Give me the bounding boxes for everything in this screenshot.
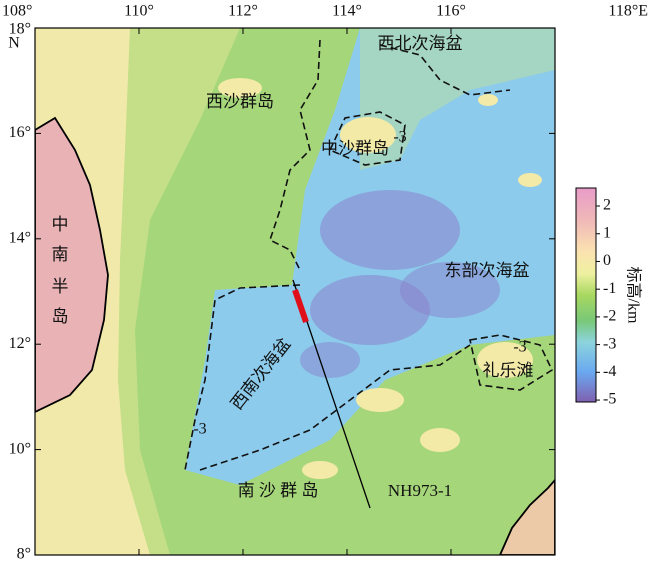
borneo-land [499, 478, 555, 555]
map-frame [34, 27, 556, 556]
colorbar-tick-label: 0 [603, 252, 611, 269]
colorbar [575, 187, 597, 403]
contour-label: -3 [393, 129, 406, 146]
contour [469, 334, 554, 391]
colorbar-title: 标高/km [624, 267, 642, 324]
contour [199, 344, 471, 471]
island [218, 78, 262, 98]
colorbar-tick-label: -2 [603, 308, 616, 325]
place-label: 南 沙 群 岛 [238, 481, 319, 500]
place-label: 东部次海盆 [445, 261, 530, 280]
lat-tick-label: 12° [9, 335, 31, 352]
contour-label: -3 [513, 339, 526, 356]
deep-basin [400, 262, 500, 318]
island [420, 428, 460, 452]
island [340, 117, 396, 153]
colorbar-tick-label: -1 [603, 280, 616, 297]
lon-tick-label: 112° [228, 3, 258, 20]
lat-tick-label: 14° [9, 229, 31, 246]
lon-tick-label: 116° [436, 3, 466, 20]
place-label: 中 [52, 215, 69, 234]
indochina-land [35, 116, 109, 414]
deep-basin [310, 275, 430, 345]
place-label: 西沙群岛 [206, 92, 274, 111]
deep-basin [320, 190, 460, 270]
place-label: 半 [52, 277, 69, 296]
lon-tick-label: 118°E [608, 3, 648, 20]
contour [379, 44, 511, 96]
colorbar-tick-label: 1 [603, 224, 611, 241]
contour [184, 284, 301, 471]
north-label: N [8, 35, 20, 52]
lat-tick-label: 18° [9, 21, 31, 38]
island [302, 461, 338, 479]
deep-basin [300, 342, 360, 378]
contour-label: -3 [193, 421, 206, 438]
colorbar-tick-label: -5 [603, 391, 616, 408]
lon-tick-label: 108° [2, 3, 32, 20]
colorbar-tick-label: -3 [603, 335, 616, 352]
place-label: 西北次海盆 [378, 34, 463, 53]
island [518, 173, 542, 187]
place-label: 中沙群岛 [321, 139, 389, 158]
lon-tick-label: 110° [124, 3, 154, 20]
lat-tick-label: 16° [9, 124, 31, 141]
lon-tick-label: 114° [332, 3, 362, 20]
contour [269, 39, 321, 271]
lat-tick-label: 10° [9, 440, 31, 457]
colorbar-tick-label: -4 [603, 363, 616, 380]
place-label: 南 [52, 245, 69, 264]
map-body [35, 28, 555, 555]
profile-label: NH973-1 [388, 481, 452, 500]
profile-segment [292, 289, 309, 323]
contour [328, 111, 406, 166]
northern-slope [360, 28, 555, 170]
island [478, 94, 498, 106]
island [356, 388, 404, 412]
place-label: 岛 [52, 307, 69, 326]
island [477, 342, 533, 378]
place-label: 礼乐滩 [483, 361, 534, 380]
colorbar-tick-label: 2 [603, 197, 611, 214]
lat-tick-label: 8° [17, 546, 31, 563]
